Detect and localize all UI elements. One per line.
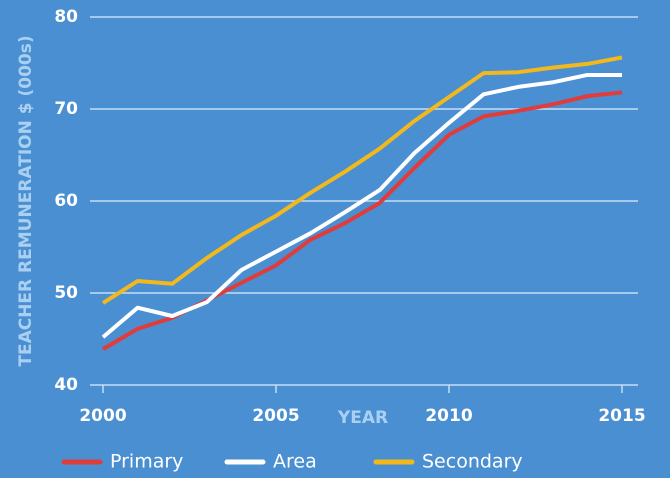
legend-label: Primary	[110, 451, 183, 473]
data-line	[101, 55, 623, 305]
y-tick-label: 40	[54, 375, 78, 395]
x-tick-label: 2005	[252, 406, 299, 426]
y-axis-label: TEACHER REMUNERATION $ (000s)	[16, 35, 36, 366]
data-line	[101, 72, 622, 339]
y-tick-label: 60	[54, 191, 78, 211]
x-tick-label: 2000	[79, 406, 126, 426]
x-tick-label: 2010	[425, 406, 472, 426]
legend-label: Secondary	[422, 451, 523, 473]
y-tick-label: 70	[54, 99, 78, 119]
x-axis-label: YEAR	[337, 408, 388, 428]
y-tick-label: 50	[54, 283, 78, 303]
legend-label: Area	[273, 451, 317, 473]
x-tick-label: 2015	[598, 406, 645, 426]
y-tick-label: 80	[54, 7, 78, 27]
